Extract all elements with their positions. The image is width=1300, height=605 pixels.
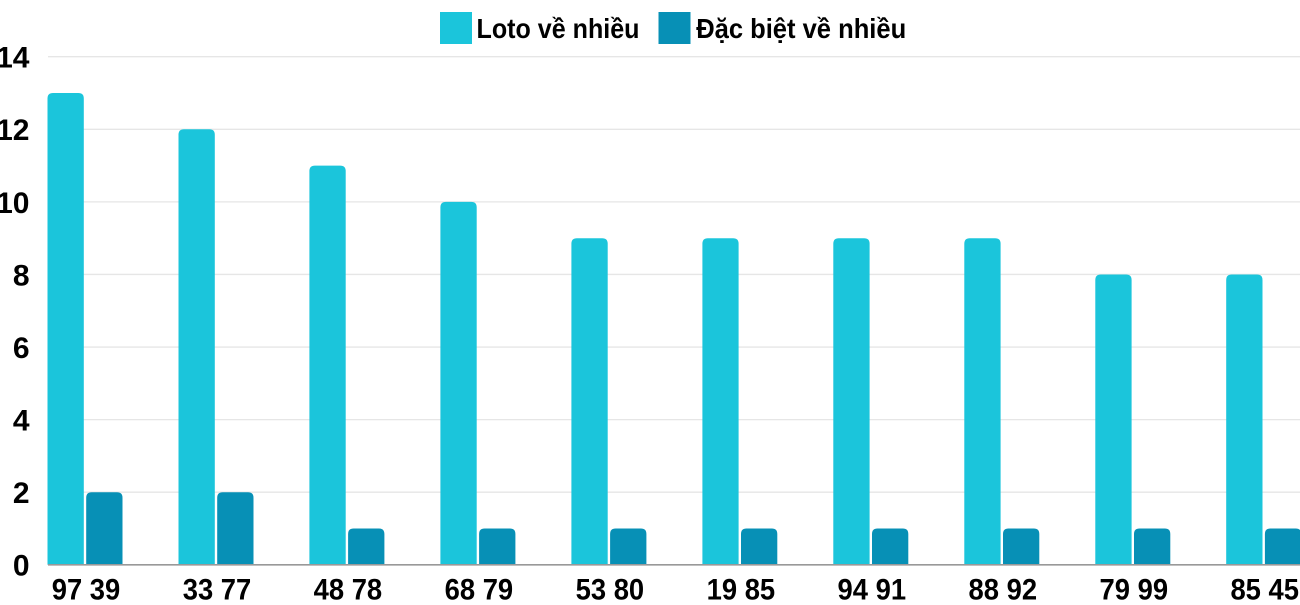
svg-text:48 78: 48 78: [314, 574, 383, 601]
svg-text:0: 0: [13, 550, 30, 583]
svg-text:33 77: 33 77: [183, 574, 252, 601]
svg-text:19 85: 19 85: [707, 574, 776, 601]
svg-text:4: 4: [13, 405, 30, 438]
svg-text:14: 14: [0, 42, 30, 75]
svg-text:68 79: 68 79: [445, 574, 514, 601]
svg-text:Đặc biệt về nhiều: Đặc biệt về nhiều: [696, 13, 906, 44]
svg-text:85 45: 85 45: [1230, 574, 1299, 601]
svg-text:53 80: 53 80: [576, 574, 645, 601]
svg-text:8: 8: [13, 259, 30, 292]
svg-text:94 91: 94 91: [838, 574, 907, 601]
svg-text:12: 12: [0, 114, 30, 147]
svg-text:10: 10: [0, 187, 30, 220]
svg-text:79 99: 79 99: [1100, 574, 1169, 601]
svg-text:88 92: 88 92: [969, 574, 1038, 601]
svg-text:Loto về nhiều: Loto về nhiều: [477, 13, 640, 44]
svg-text:2: 2: [13, 477, 30, 510]
svg-text:97 39: 97 39: [52, 574, 121, 601]
svg-text:6: 6: [13, 332, 30, 365]
